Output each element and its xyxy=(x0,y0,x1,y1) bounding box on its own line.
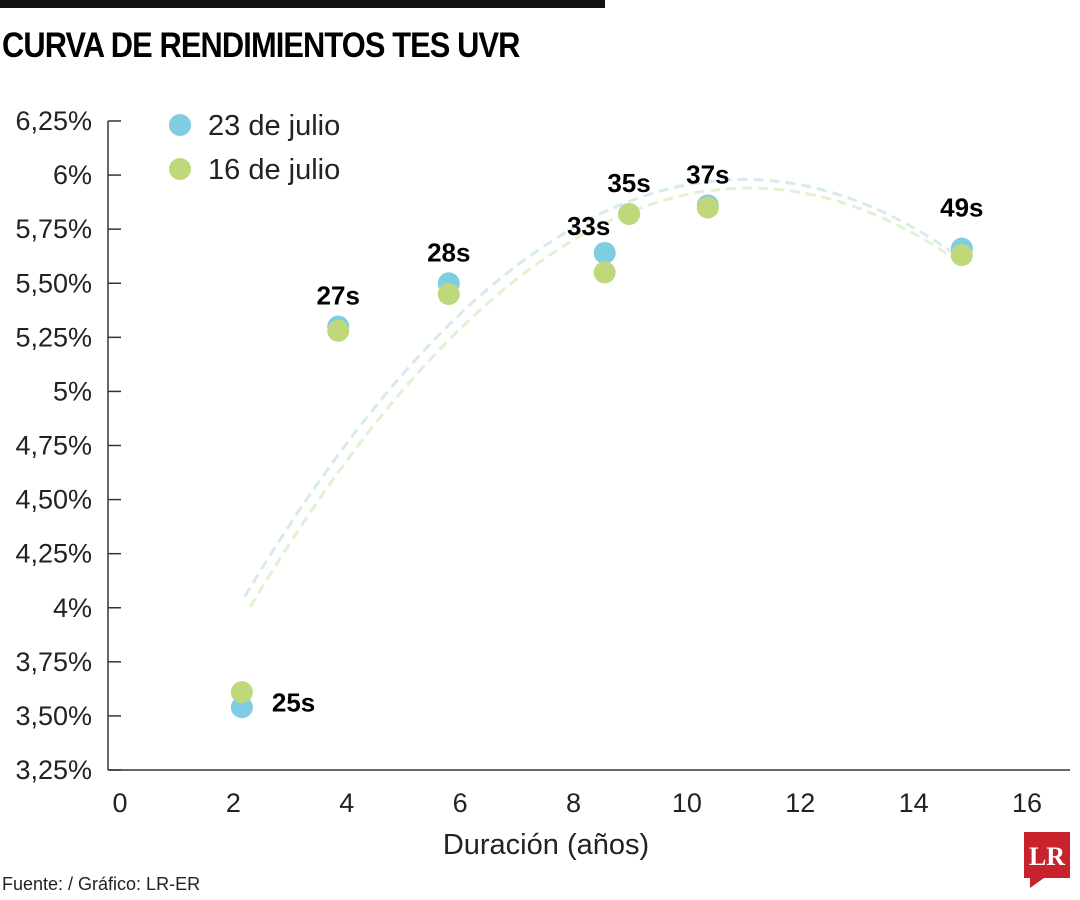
point-label: 33s xyxy=(567,211,610,241)
y-tick-label: 5,50% xyxy=(15,268,92,298)
trendline-1 xyxy=(243,177,960,598)
x-tick-label: 16 xyxy=(1012,788,1042,818)
point-label: 49s xyxy=(940,193,983,223)
x-tick-label: 4 xyxy=(339,788,354,818)
y-tick-label: 4,25% xyxy=(15,539,92,569)
point-16-julio xyxy=(618,203,641,226)
legend-marker xyxy=(169,158,191,180)
lr-logo-icon xyxy=(1024,832,1070,888)
x-tick-label: 6 xyxy=(453,788,468,818)
point-16-julio xyxy=(437,283,460,306)
x-tick-label: 2 xyxy=(226,788,241,818)
legend-label: 23 de julio xyxy=(208,110,340,142)
point-23-julio xyxy=(593,241,616,264)
y-tick-label: 4,50% xyxy=(15,485,92,515)
legend-label: 16 de julio xyxy=(208,154,340,186)
y-tick-label: 4% xyxy=(53,593,92,623)
lr-logo-text: LR xyxy=(1029,842,1065,871)
x-axis-label: Duración (años) xyxy=(443,829,649,861)
point-16-julio xyxy=(230,681,253,704)
point-label: 37s xyxy=(686,159,729,189)
y-tick-label: 3,75% xyxy=(15,647,92,677)
y-tick-label: 5,25% xyxy=(15,322,92,352)
x-tick-label: 12 xyxy=(785,788,815,818)
point-16-julio xyxy=(696,196,719,219)
point-label: 27s xyxy=(317,281,360,311)
legend-marker xyxy=(169,114,191,136)
source-note: Fuente: / Gráfico: LR-ER xyxy=(2,874,201,894)
x-tick-label: 0 xyxy=(112,788,127,818)
point-label: 25s xyxy=(272,687,315,717)
y-tick-label: 6% xyxy=(53,160,92,190)
y-tick-label: 5% xyxy=(53,376,92,406)
y-tick-label: 6,25% xyxy=(15,106,92,136)
point-label: 28s xyxy=(427,237,470,267)
point-16-julio xyxy=(950,244,973,267)
point-label: 35s xyxy=(607,168,650,198)
y-tick-label: 3,25% xyxy=(15,755,92,785)
x-tick-label: 10 xyxy=(672,788,702,818)
x-tick-label: 8 xyxy=(566,788,581,818)
chart-title: CURVA DE RENDIMIENTOS TES UVR xyxy=(2,26,520,65)
point-23-julio xyxy=(230,696,253,719)
x-tick-label: 14 xyxy=(899,788,929,818)
y-tick-label: 3,50% xyxy=(15,701,92,731)
top-rule xyxy=(0,0,605,8)
point-16-julio xyxy=(593,261,616,284)
trendline-2 xyxy=(249,186,960,608)
point-16-julio xyxy=(327,319,350,342)
y-tick-label: 5,75% xyxy=(15,214,92,244)
y-tick-label: 4,75% xyxy=(15,431,92,461)
